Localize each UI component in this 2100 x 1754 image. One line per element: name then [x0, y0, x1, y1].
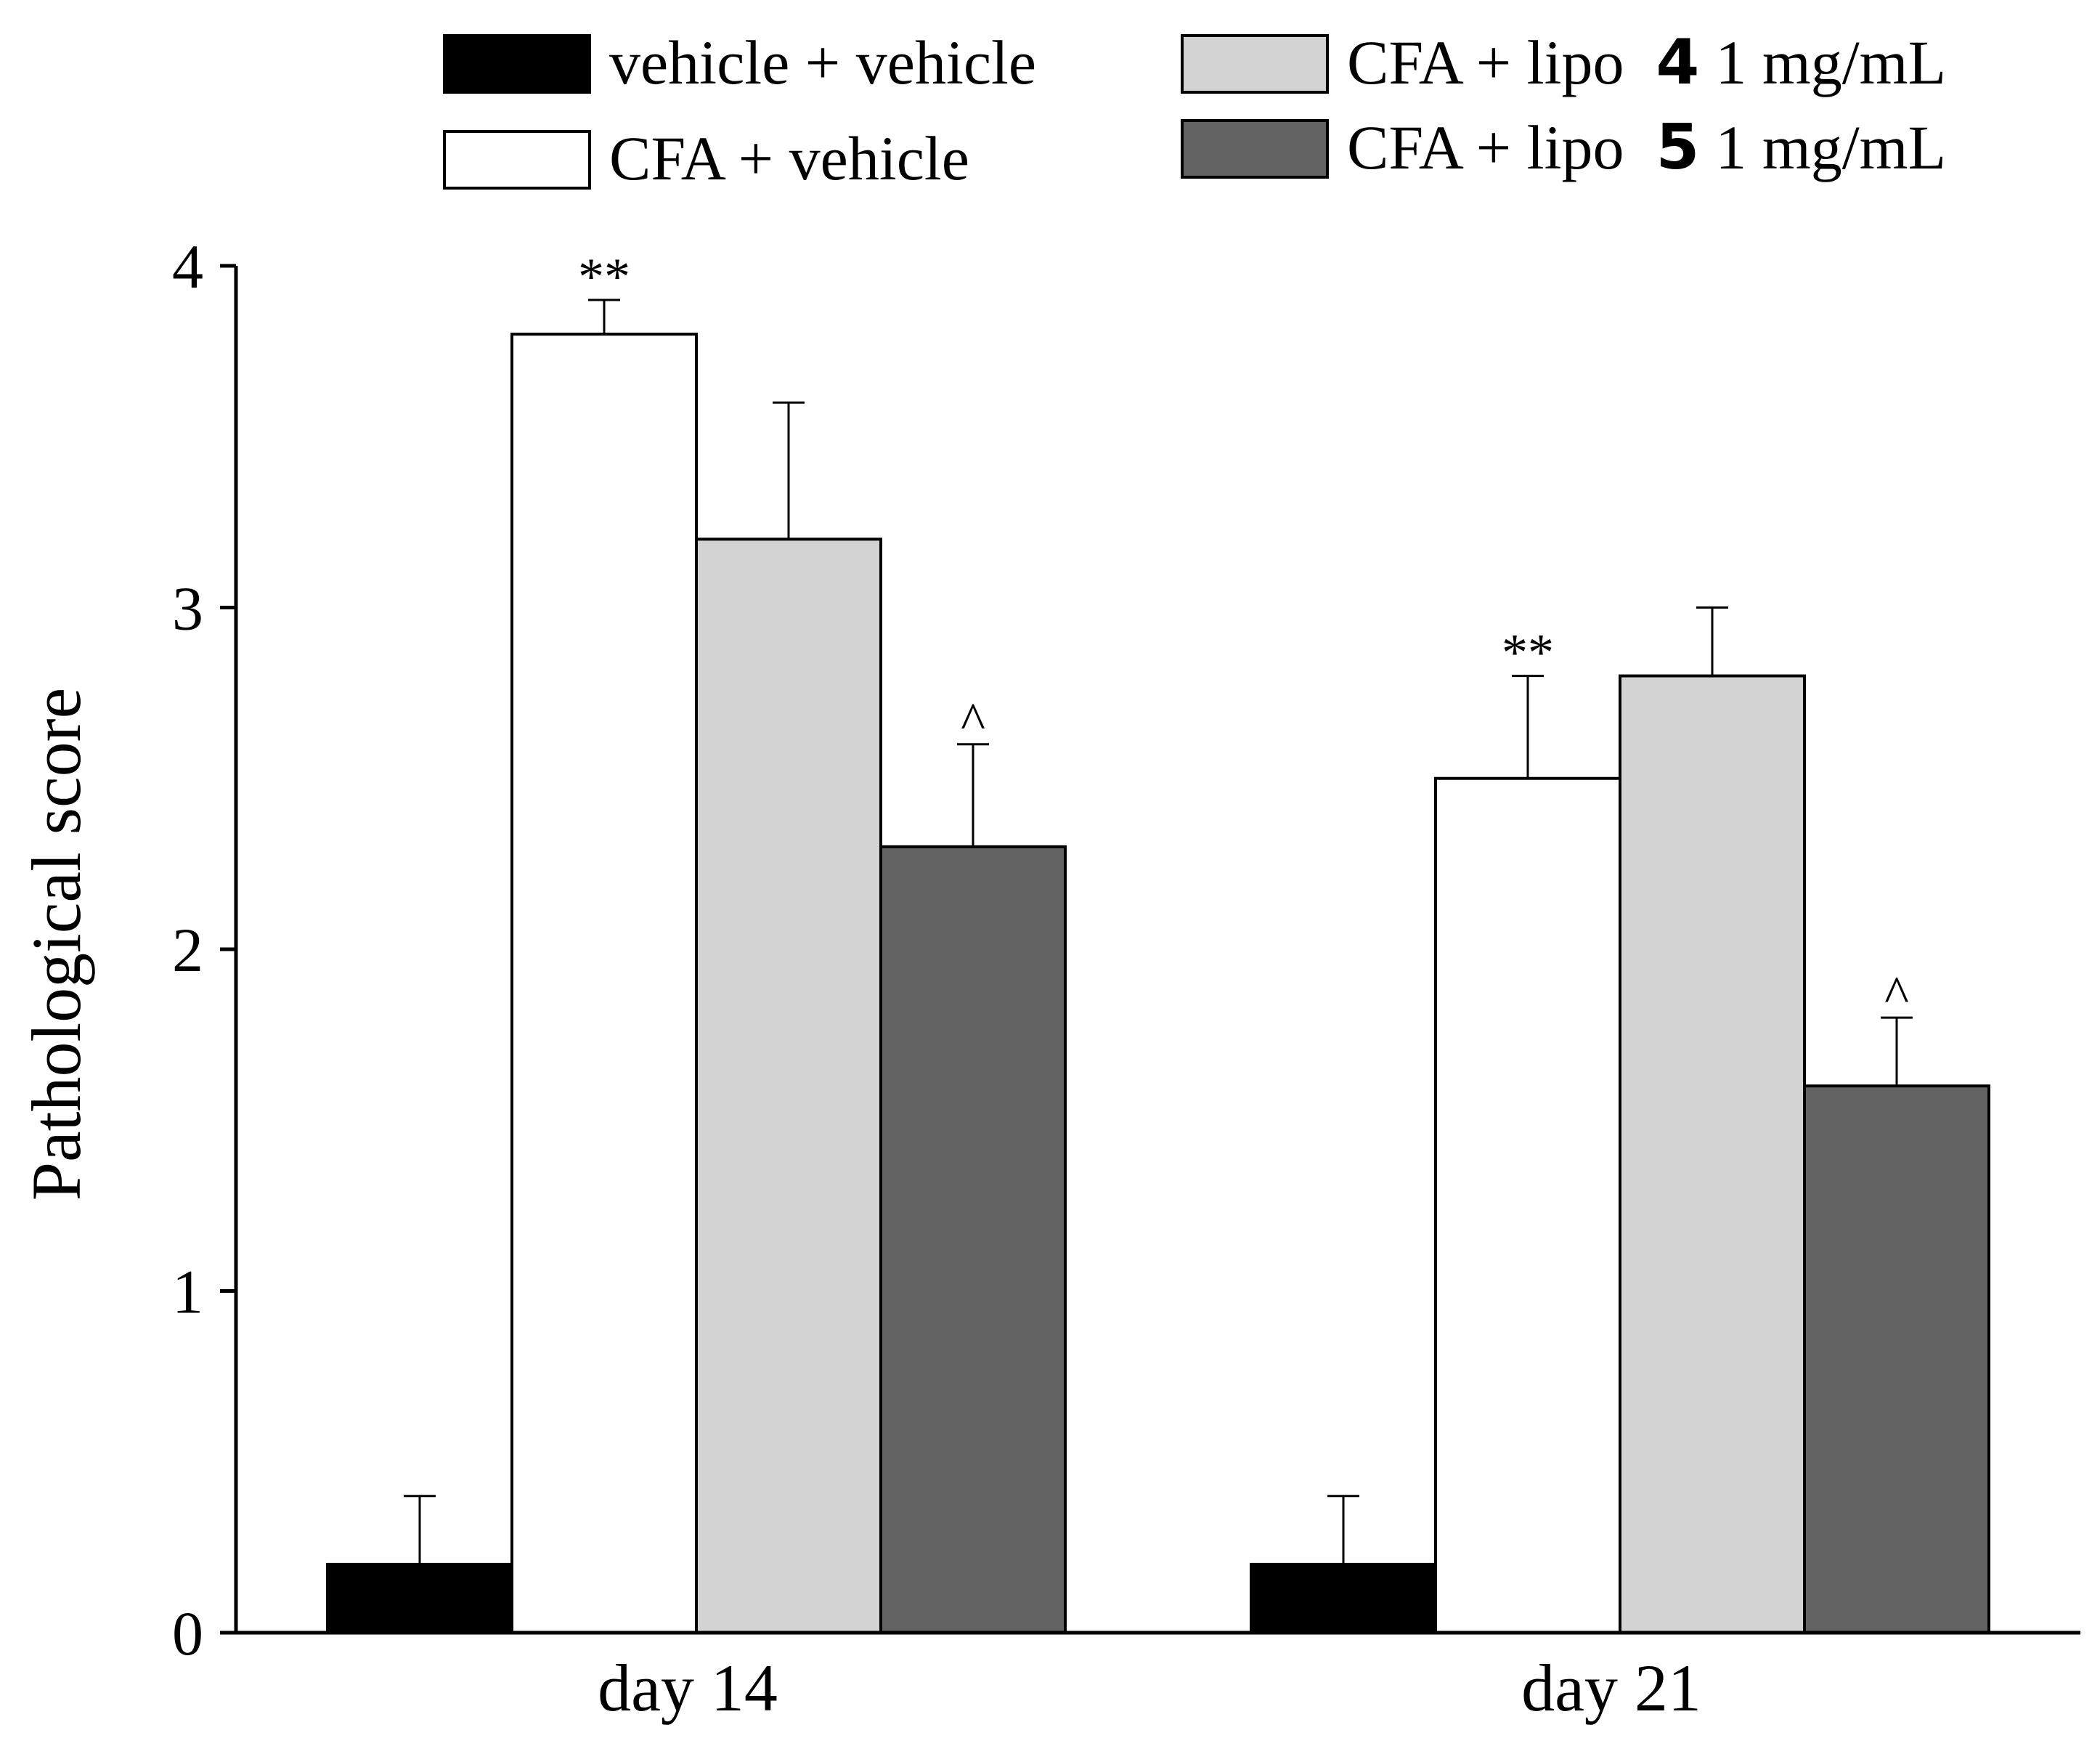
legend-item: CFA + vehicle	[443, 123, 969, 193]
legend-label-text: vehicle + vehicle	[609, 28, 1036, 97]
legend-swatch	[1181, 119, 1329, 179]
x-tick-label: day 14	[598, 1651, 778, 1725]
legend-label-compound: 4	[1656, 26, 1699, 99]
x-axis: day 14 day 21	[236, 1631, 2080, 1725]
legend-label-dose: 1 mg/mL	[1715, 28, 1946, 97]
bar-day-14-series-1	[326, 1562, 513, 1634]
legend-label: CFA + vehicle	[609, 123, 969, 193]
legend-label-text: CFA + lipo	[1347, 113, 1624, 182]
bar-day-21-series-3	[1619, 674, 1806, 1634]
bar-day-21-series-4	[1803, 1084, 1990, 1634]
y-axis: 0 1 2 3 4	[172, 232, 238, 1668]
bar-day-21-series-1	[1250, 1562, 1437, 1634]
legend-label-compound: 5	[1656, 111, 1699, 184]
legend-label: vehicle + vehicle	[609, 28, 1036, 97]
legend-swatch	[443, 34, 591, 94]
bar-day-21-series-2	[1434, 776, 1621, 1634]
bar-day-14-series-2	[510, 333, 698, 1635]
y-tick-label: 0	[172, 1599, 203, 1668]
y-tick-label: 2	[172, 915, 203, 985]
x-tick-label: day 21	[1521, 1651, 1701, 1725]
significance-marker: **	[578, 248, 630, 306]
significance-marker: **	[1502, 624, 1554, 682]
legend-label: CFA + lipo 5 1 mg/mL	[1347, 111, 1946, 184]
legend-label-dose: 1 mg/mL	[1715, 113, 1946, 182]
legend-label: CFA + lipo 4 1 mg/mL	[1347, 26, 1946, 99]
legend-swatch	[1181, 34, 1329, 94]
legend-label-text: CFA + lipo	[1347, 28, 1624, 97]
legend: vehicle + vehicle CFA + vehicle CFA + lipo…	[443, 26, 1946, 193]
y-tick-label: 4	[172, 232, 203, 301]
y-axis-title: Pathological score	[17, 688, 95, 1201]
legend-label-text: CFA + vehicle	[609, 123, 969, 193]
significance-marker: ^	[1884, 965, 1909, 1023]
bar-day-14-series-4	[879, 845, 1067, 1634]
legend-item: CFA + lipo 5 1 mg/mL	[1181, 111, 1946, 184]
legend-item: CFA + lipo 4 1 mg/mL	[1181, 26, 1946, 99]
y-tick-label: 3	[172, 574, 203, 643]
bars: ** ^ ** ^	[326, 248, 1990, 1635]
legend-item: vehicle + vehicle	[443, 28, 1036, 97]
y-tick-label: 1	[172, 1257, 203, 1327]
bar-day-14-series-3	[695, 537, 882, 1634]
significance-marker: ^	[961, 692, 985, 750]
legend-swatch	[443, 130, 591, 190]
